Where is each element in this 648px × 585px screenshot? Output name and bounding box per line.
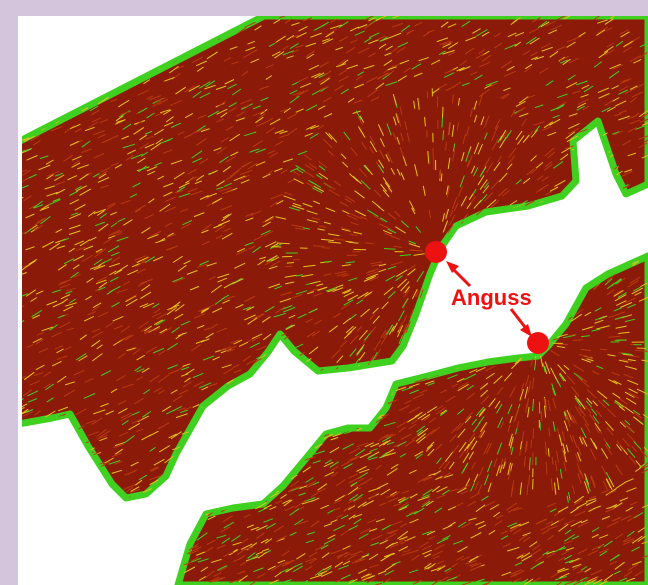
gate-label: Anguss	[451, 285, 532, 310]
annotation-arrows	[446, 261, 532, 337]
arrowhead-1	[446, 261, 459, 273]
fiber-orientation-plot: Anguss	[18, 16, 648, 585]
gate-marker-1	[425, 241, 447, 263]
arrowhead-2	[520, 324, 532, 337]
gate-marker-2	[527, 332, 549, 354]
